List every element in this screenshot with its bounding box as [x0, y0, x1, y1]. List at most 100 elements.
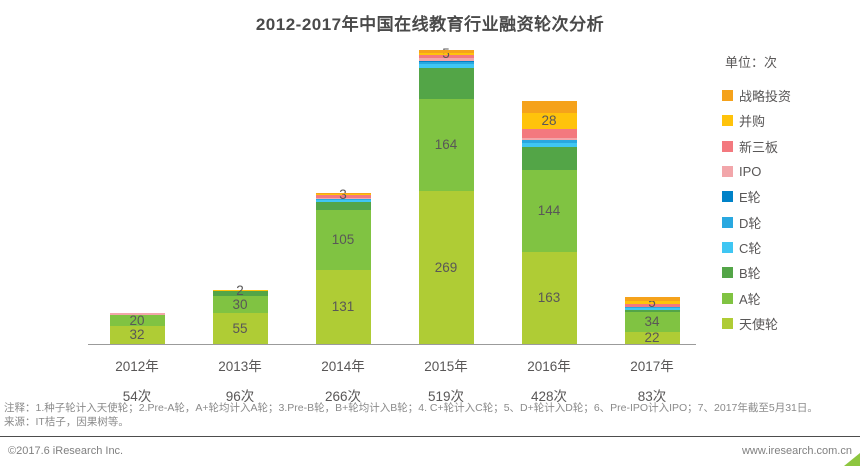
bar-segment-B轮: [624, 309, 680, 313]
legend-unit-label: 单位：次: [725, 55, 778, 70]
bar-segment-IPO: [109, 313, 165, 315]
legend-label: 天使轮: [739, 316, 779, 332]
bar-segment-C轮: [418, 64, 474, 69]
bar-segment-并购: [624, 301, 680, 305]
stacked-bar-2013年: 55 30 2: [212, 283, 268, 344]
legend-items: 战略投资并购新三板 IPO E轮 D轮 C轮 B轮 A轮天使轮: [722, 83, 791, 336]
bar-segment-并购: [418, 52, 474, 56]
x-label-year: 2014年: [321, 359, 365, 374]
bar-segment-C轮: [521, 143, 577, 148]
bar-segment-天使轮: [212, 312, 268, 344]
footer-bar: ©2017.6 iResearch Inc. www.iresearch.com…: [0, 436, 860, 466]
legend-label: 并购: [739, 114, 766, 130]
bar-segment-IPO: [315, 198, 371, 199]
corner-triangle-icon: [844, 453, 860, 466]
stacked-bar-2015年: 269 164 5: [418, 47, 474, 344]
bar-segment-A轮: [109, 314, 165, 326]
bar-segment-新三板: [521, 128, 577, 139]
x-axis-label-2017年: 2017年 83次: [607, 355, 697, 405]
chart-title: 2012-2017年中国在线教育行业融资轮次分析: [255, 15, 605, 34]
bar-segment-新三板: [315, 195, 371, 199]
bar-segment-并购: [521, 112, 577, 129]
legend-item-E轮: E轮: [722, 184, 791, 209]
legend-swatch-icon: [722, 267, 733, 279]
legend-label: D轮: [739, 215, 762, 231]
bar-segment-D轮: [418, 61, 474, 65]
legend-swatch-icon: [722, 241, 733, 253]
legend-item-天使轮: 天使轮: [722, 311, 791, 336]
x-axis-label-2015年: 2015年 519次: [401, 355, 491, 405]
legend-item-A轮: A轮: [722, 285, 791, 310]
x-label-total: 96次: [225, 389, 255, 404]
legend-item-战略投资: 战略投资: [722, 83, 791, 108]
stacked-bar-2016年: 163 144 28: [521, 101, 577, 344]
x-label-year: 2015年: [424, 359, 468, 374]
stacked-bar-2014年: 131 105 3: [315, 188, 371, 344]
bar-segment-新三板: [624, 304, 680, 307]
bar-segment-A轮: [315, 210, 371, 270]
footer-copyright: ©2017.6 iResearch Inc.: [8, 445, 124, 457]
legend-swatch-icon: [722, 216, 733, 228]
bar-segment-A轮: [212, 295, 268, 313]
bar-segment-天使轮: [315, 269, 371, 344]
bar-segment-新三板: [418, 55, 474, 59]
bar-segment-B轮: [521, 147, 577, 170]
legend-item-新三板: 新三板: [722, 134, 791, 159]
bar-segment-B轮: [418, 68, 474, 99]
bar-segment-B轮: [212, 290, 268, 296]
legend: 单位：次 战略投资并购新三板 IPO E轮 D轮 C轮 B轮 A轮天使轮: [722, 52, 791, 336]
bar-segment-战略投资: [418, 49, 474, 53]
bar-segment-A轮: [624, 312, 680, 332]
bar-segment-战略投资: [624, 296, 680, 302]
legend-label: A轮: [739, 291, 761, 307]
bar-segment-天使轮: [418, 191, 474, 344]
x-label-total: 83次: [637, 389, 667, 404]
legend-item-B轮: B轮: [722, 260, 791, 285]
stacked-bar-2012年: 32 20: [109, 313, 165, 344]
x-label-year: 2017年: [630, 359, 674, 374]
x-axis-label-2012年: 2012年 54次: [92, 355, 182, 405]
legend-item-C轮: C轮: [722, 235, 791, 260]
bar-segment-天使轮: [521, 251, 577, 344]
legend-label: 战略投资: [739, 89, 792, 105]
bar-segment-C轮: [624, 308, 680, 310]
bar-segment-战略投资: [315, 193, 371, 194]
footer-url[interactable]: www.iresearch.com.cn: [741, 445, 852, 457]
bar-segment-E轮: [418, 60, 474, 62]
legend-label: E轮: [739, 190, 761, 206]
bar-segment-并购: [315, 193, 371, 196]
x-axis-label-2014年: 2014年 266次: [298, 355, 388, 405]
legend-label: C轮: [739, 240, 762, 256]
bar-segment-A轮: [521, 169, 577, 252]
legend-label: IPO: [739, 164, 762, 180]
legend-label: B轮: [739, 266, 761, 282]
x-label-year: 2013年: [218, 359, 262, 374]
x-axis-label-2013年: 2013年 96次: [195, 355, 285, 405]
stacked-bar-2017年: 22 34 5: [624, 296, 680, 344]
legend-swatch-icon: [722, 317, 733, 329]
note-line-1: 注释：1.种子轮计入天使轮；2.Pre-A轮，A+轮均计入A轮；3.Pre-B轮…: [4, 402, 818, 414]
bar-segment-IPO: [521, 138, 577, 140]
chart-notes: 注释：1.种子轮计入天使轮；2.Pre-A轮，A+轮均计入A轮；3.Pre-B轮…: [4, 401, 860, 429]
legend-item-D轮: D轮: [722, 209, 791, 234]
bar-segment-并购: [212, 289, 268, 291]
legend-item-IPO: IPO: [722, 159, 791, 184]
bar-segment-D轮: [521, 139, 577, 144]
x-label-total: 428次: [530, 389, 568, 404]
x-axis-label-2016年: 2016年 428次: [504, 355, 594, 405]
x-axis-line: [88, 344, 696, 345]
x-label-total: 54次: [122, 389, 152, 404]
legend-swatch-icon: [722, 115, 733, 127]
x-label-total: 519次: [427, 389, 465, 404]
bar-segment-D轮: [624, 306, 680, 309]
bar-segment-天使轮: [109, 325, 165, 344]
bar-segment-D轮: [315, 198, 371, 200]
note-line-2: 来源：IT桔子，因果树等。: [4, 416, 129, 428]
legend-swatch-icon: [722, 292, 733, 304]
legend-swatch-icon: [722, 140, 733, 152]
bar-segment-A轮: [418, 98, 474, 192]
x-label-year: 2012年: [115, 359, 159, 374]
legend-label: 新三板: [739, 139, 779, 155]
bar-segment-C轮: [315, 199, 371, 203]
